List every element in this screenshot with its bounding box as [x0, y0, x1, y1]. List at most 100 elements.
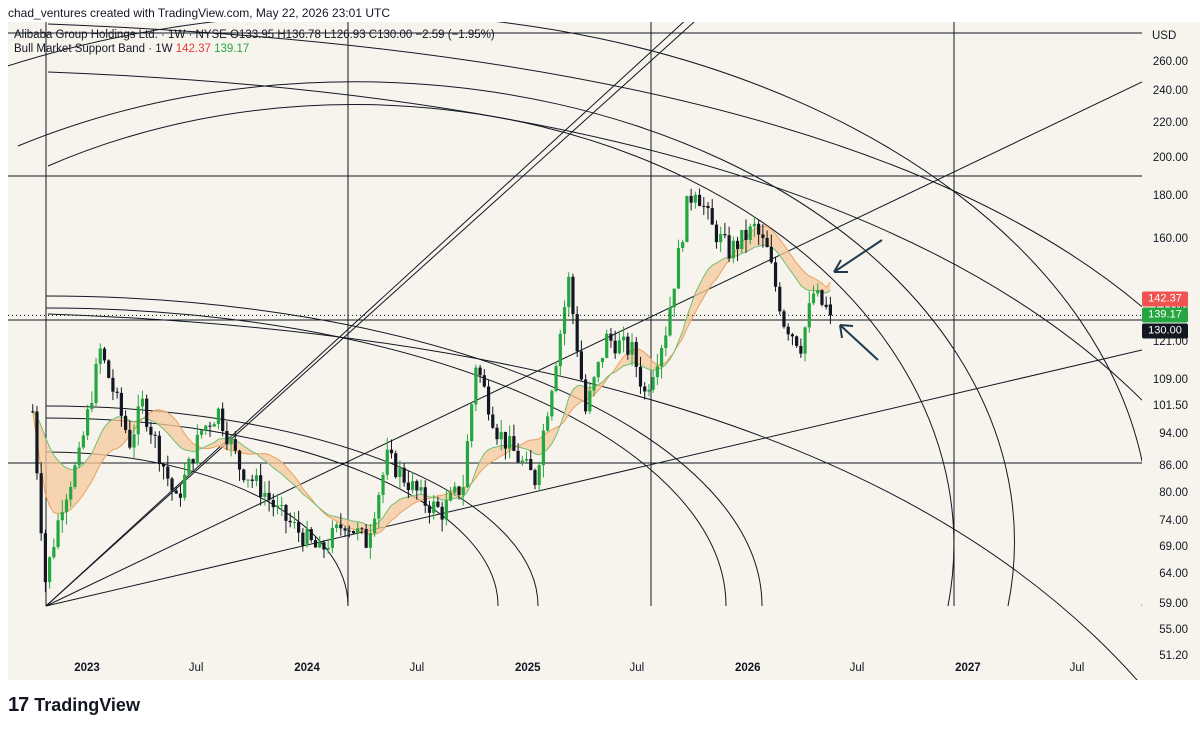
candle	[35, 405, 39, 480]
candle-body	[427, 505, 432, 513]
candle	[681, 239, 685, 252]
candle	[225, 421, 229, 451]
candle	[533, 468, 537, 490]
candle-body	[271, 500, 275, 508]
candle-body	[613, 340, 617, 354]
candle-body	[533, 470, 537, 486]
candle	[187, 456, 191, 476]
candle-body	[596, 362, 600, 378]
candle	[275, 493, 280, 515]
candle-body	[765, 238, 769, 248]
gann-drawing	[8, 22, 1142, 680]
candle	[655, 353, 659, 386]
candle-body	[204, 425, 208, 431]
candle-body	[410, 481, 415, 491]
candle	[727, 226, 731, 263]
candle	[659, 344, 664, 379]
candle	[254, 468, 259, 487]
chart-credit: chad_ventures created with TradingView.c…	[8, 6, 390, 20]
candle-body	[486, 386, 491, 415]
candle-body	[280, 504, 284, 506]
candle	[246, 479, 250, 488]
candle-body	[377, 494, 381, 519]
candle	[398, 460, 402, 490]
candle	[174, 487, 178, 494]
candle	[630, 333, 634, 367]
candle	[584, 374, 588, 415]
candle	[292, 512, 297, 529]
legend-sma-value: 142.37	[175, 43, 211, 55]
candle-body	[187, 458, 191, 475]
candle	[394, 450, 398, 479]
candle-body	[250, 479, 254, 481]
candle	[170, 476, 174, 501]
candle-body	[178, 493, 183, 498]
legend-indicator-name: Bull Market Support Band · 1W	[14, 43, 173, 55]
candle-body	[499, 431, 503, 440]
price-tick-label: 55.00	[1159, 623, 1188, 636]
price-tick-label: 51.20	[1159, 650, 1188, 662]
candle	[123, 410, 128, 434]
candle-body	[43, 533, 47, 583]
candle	[448, 487, 453, 502]
candle-body	[128, 429, 132, 448]
gann-arc	[45, 451, 349, 607]
candle	[229, 434, 233, 457]
candle	[410, 472, 415, 494]
gann-arc	[45, 307, 727, 607]
candle	[69, 481, 73, 507]
candle-body	[659, 348, 664, 367]
candle-body	[233, 439, 237, 451]
candle	[790, 332, 795, 346]
candle-body	[309, 529, 313, 541]
candle	[140, 390, 145, 414]
candle	[233, 431, 237, 455]
price-tick-label: 69.00	[1159, 540, 1188, 553]
candle	[427, 500, 432, 524]
time-tick-label: Jul	[1069, 662, 1085, 674]
candle	[356, 522, 360, 541]
candle	[301, 527, 305, 552]
chart-plot-area[interactable]: Alibaba Group Holdings Ltd. · 1W · NYSE …	[8, 22, 1142, 680]
candle-body	[48, 557, 52, 583]
price-axis-unit[interactable]: USD	[1152, 30, 1177, 42]
gann-arc	[8, 22, 1142, 606]
candle	[816, 283, 820, 297]
candle-body	[630, 341, 634, 355]
time-tick-label: 2024	[294, 662, 320, 674]
candle	[318, 535, 322, 548]
candle-body	[225, 430, 229, 445]
candle	[605, 329, 609, 359]
candle-body	[123, 415, 128, 430]
candle-body	[52, 547, 56, 558]
candle-body	[335, 524, 339, 528]
candle-body	[643, 386, 647, 392]
candle	[39, 462, 43, 541]
price-axis[interactable]: USD 260.00 240.00 220.00 200.00 180.00 160.00…	[1142, 22, 1200, 680]
candle	[402, 463, 406, 487]
candle	[799, 338, 803, 358]
price-marker-label: 139.17	[1142, 307, 1188, 323]
candle	[271, 493, 275, 517]
candle	[195, 424, 199, 466]
candle	[136, 394, 140, 446]
candle	[765, 230, 769, 248]
candle-body	[697, 194, 702, 206]
price-tick-label: 109.00	[1152, 373, 1188, 386]
candle	[676, 239, 681, 289]
candle-body	[520, 460, 524, 463]
candle	[651, 370, 655, 393]
candle	[436, 496, 440, 508]
candle	[385, 437, 389, 480]
time-axis[interactable]: 2023 Jul 2024 Jul 2025 Jul 2026 Jul 2027 Jul	[8, 656, 1142, 680]
candle-body	[313, 540, 318, 548]
candle	[111, 369, 115, 401]
candle-body	[795, 336, 799, 346]
candle-body	[56, 520, 60, 548]
candle-body	[453, 486, 457, 493]
gann-arc	[47, 313, 1138, 680]
candle	[643, 382, 647, 400]
candle-body	[356, 528, 360, 534]
candle	[153, 431, 157, 449]
candle-body	[524, 458, 529, 461]
